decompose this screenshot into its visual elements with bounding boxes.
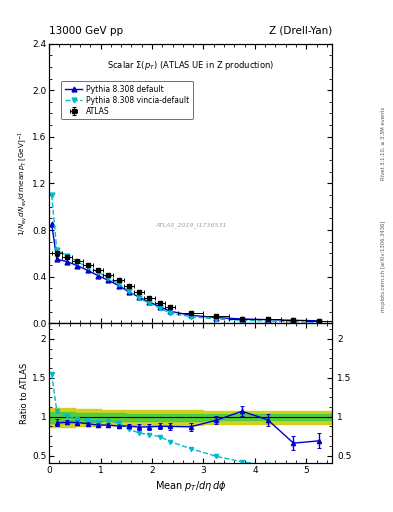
Pythia 8.308 default — [168, 308, 173, 314]
Pythia 8.308 default — [65, 259, 70, 265]
Y-axis label: Ratio to ATLAS: Ratio to ATLAS — [20, 363, 29, 424]
Pythia 8.308 vincia-default — [50, 192, 54, 198]
Pythia 8.308 default — [75, 263, 80, 269]
Line: Pythia 8.308 default: Pythia 8.308 default — [49, 222, 321, 323]
Pythia 8.308 default — [55, 256, 59, 262]
Pythia 8.308 default — [240, 316, 244, 322]
Pythia 8.308 vincia-default — [95, 269, 100, 275]
Pythia 8.308 vincia-default — [127, 288, 131, 294]
Pythia 8.308 vincia-default — [168, 310, 173, 316]
Pythia 8.308 default — [116, 283, 121, 289]
Y-axis label: $1/N_\mathrm{ev}\, dN_\mathrm{ev}/d\,\mathrm{mean}\, p_T\, [\mathrm{GeV}]^{-1}$: $1/N_\mathrm{ev}\, dN_\mathrm{ev}/d\,\ma… — [17, 131, 29, 236]
Pythia 8.308 default — [95, 272, 100, 279]
Pythia 8.308 default — [147, 299, 152, 305]
Pythia 8.308 default — [157, 304, 162, 310]
Pythia 8.308 vincia-default — [317, 319, 321, 325]
Pythia 8.308 vincia-default — [116, 281, 121, 287]
Text: Scalar $\Sigma(p_T)$ (ATLAS UE in Z production): Scalar $\Sigma(p_T)$ (ATLAS UE in Z prod… — [107, 59, 274, 72]
Text: Z (Drell-Yan): Z (Drell-Yan) — [269, 26, 332, 36]
Pythia 8.308 vincia-default — [55, 247, 59, 253]
Pythia 8.308 vincia-default — [75, 259, 80, 265]
Text: Rivet 3.1.10, ≥ 3.3M events: Rivet 3.1.10, ≥ 3.3M events — [381, 106, 386, 180]
Pythia 8.308 default — [317, 318, 321, 324]
Pythia 8.308 vincia-default — [85, 264, 90, 270]
Pythia 8.308 vincia-default — [137, 295, 141, 301]
Legend: Pythia 8.308 default, Pythia 8.308 vincia-default, ATLAS: Pythia 8.308 default, Pythia 8.308 vinci… — [61, 81, 193, 119]
Pythia 8.308 vincia-default — [188, 313, 193, 319]
Pythia 8.308 default — [291, 317, 296, 324]
Pythia 8.308 vincia-default — [214, 316, 219, 322]
Pythia 8.308 default — [127, 289, 131, 295]
Pythia 8.308 default — [137, 294, 141, 300]
Pythia 8.308 default — [214, 314, 219, 321]
Pythia 8.308 vincia-default — [147, 300, 152, 306]
Pythia 8.308 vincia-default — [291, 318, 296, 325]
Pythia 8.308 vincia-default — [265, 318, 270, 324]
Pythia 8.308 vincia-default — [157, 305, 162, 311]
X-axis label: Mean $p_T/d\eta\, d\phi$: Mean $p_T/d\eta\, d\phi$ — [155, 479, 226, 493]
Text: mcplots.cern.ch [arXiv:1306.3436]: mcplots.cern.ch [arXiv:1306.3436] — [381, 221, 386, 312]
Text: 13000 GeV pp: 13000 GeV pp — [49, 26, 123, 36]
Pythia 8.308 vincia-default — [240, 317, 244, 324]
Pythia 8.308 default — [188, 312, 193, 318]
Pythia 8.308 vincia-default — [65, 253, 70, 259]
Pythia 8.308 default — [106, 277, 111, 283]
Line: Pythia 8.308 vincia-default: Pythia 8.308 vincia-default — [49, 193, 321, 325]
Pythia 8.308 default — [85, 267, 90, 273]
Pythia 8.308 default — [265, 316, 270, 323]
Pythia 8.308 vincia-default — [106, 275, 111, 281]
Text: ATLAS_2019_I1736531: ATLAS_2019_I1736531 — [155, 223, 226, 228]
Pythia 8.308 default — [50, 221, 54, 227]
